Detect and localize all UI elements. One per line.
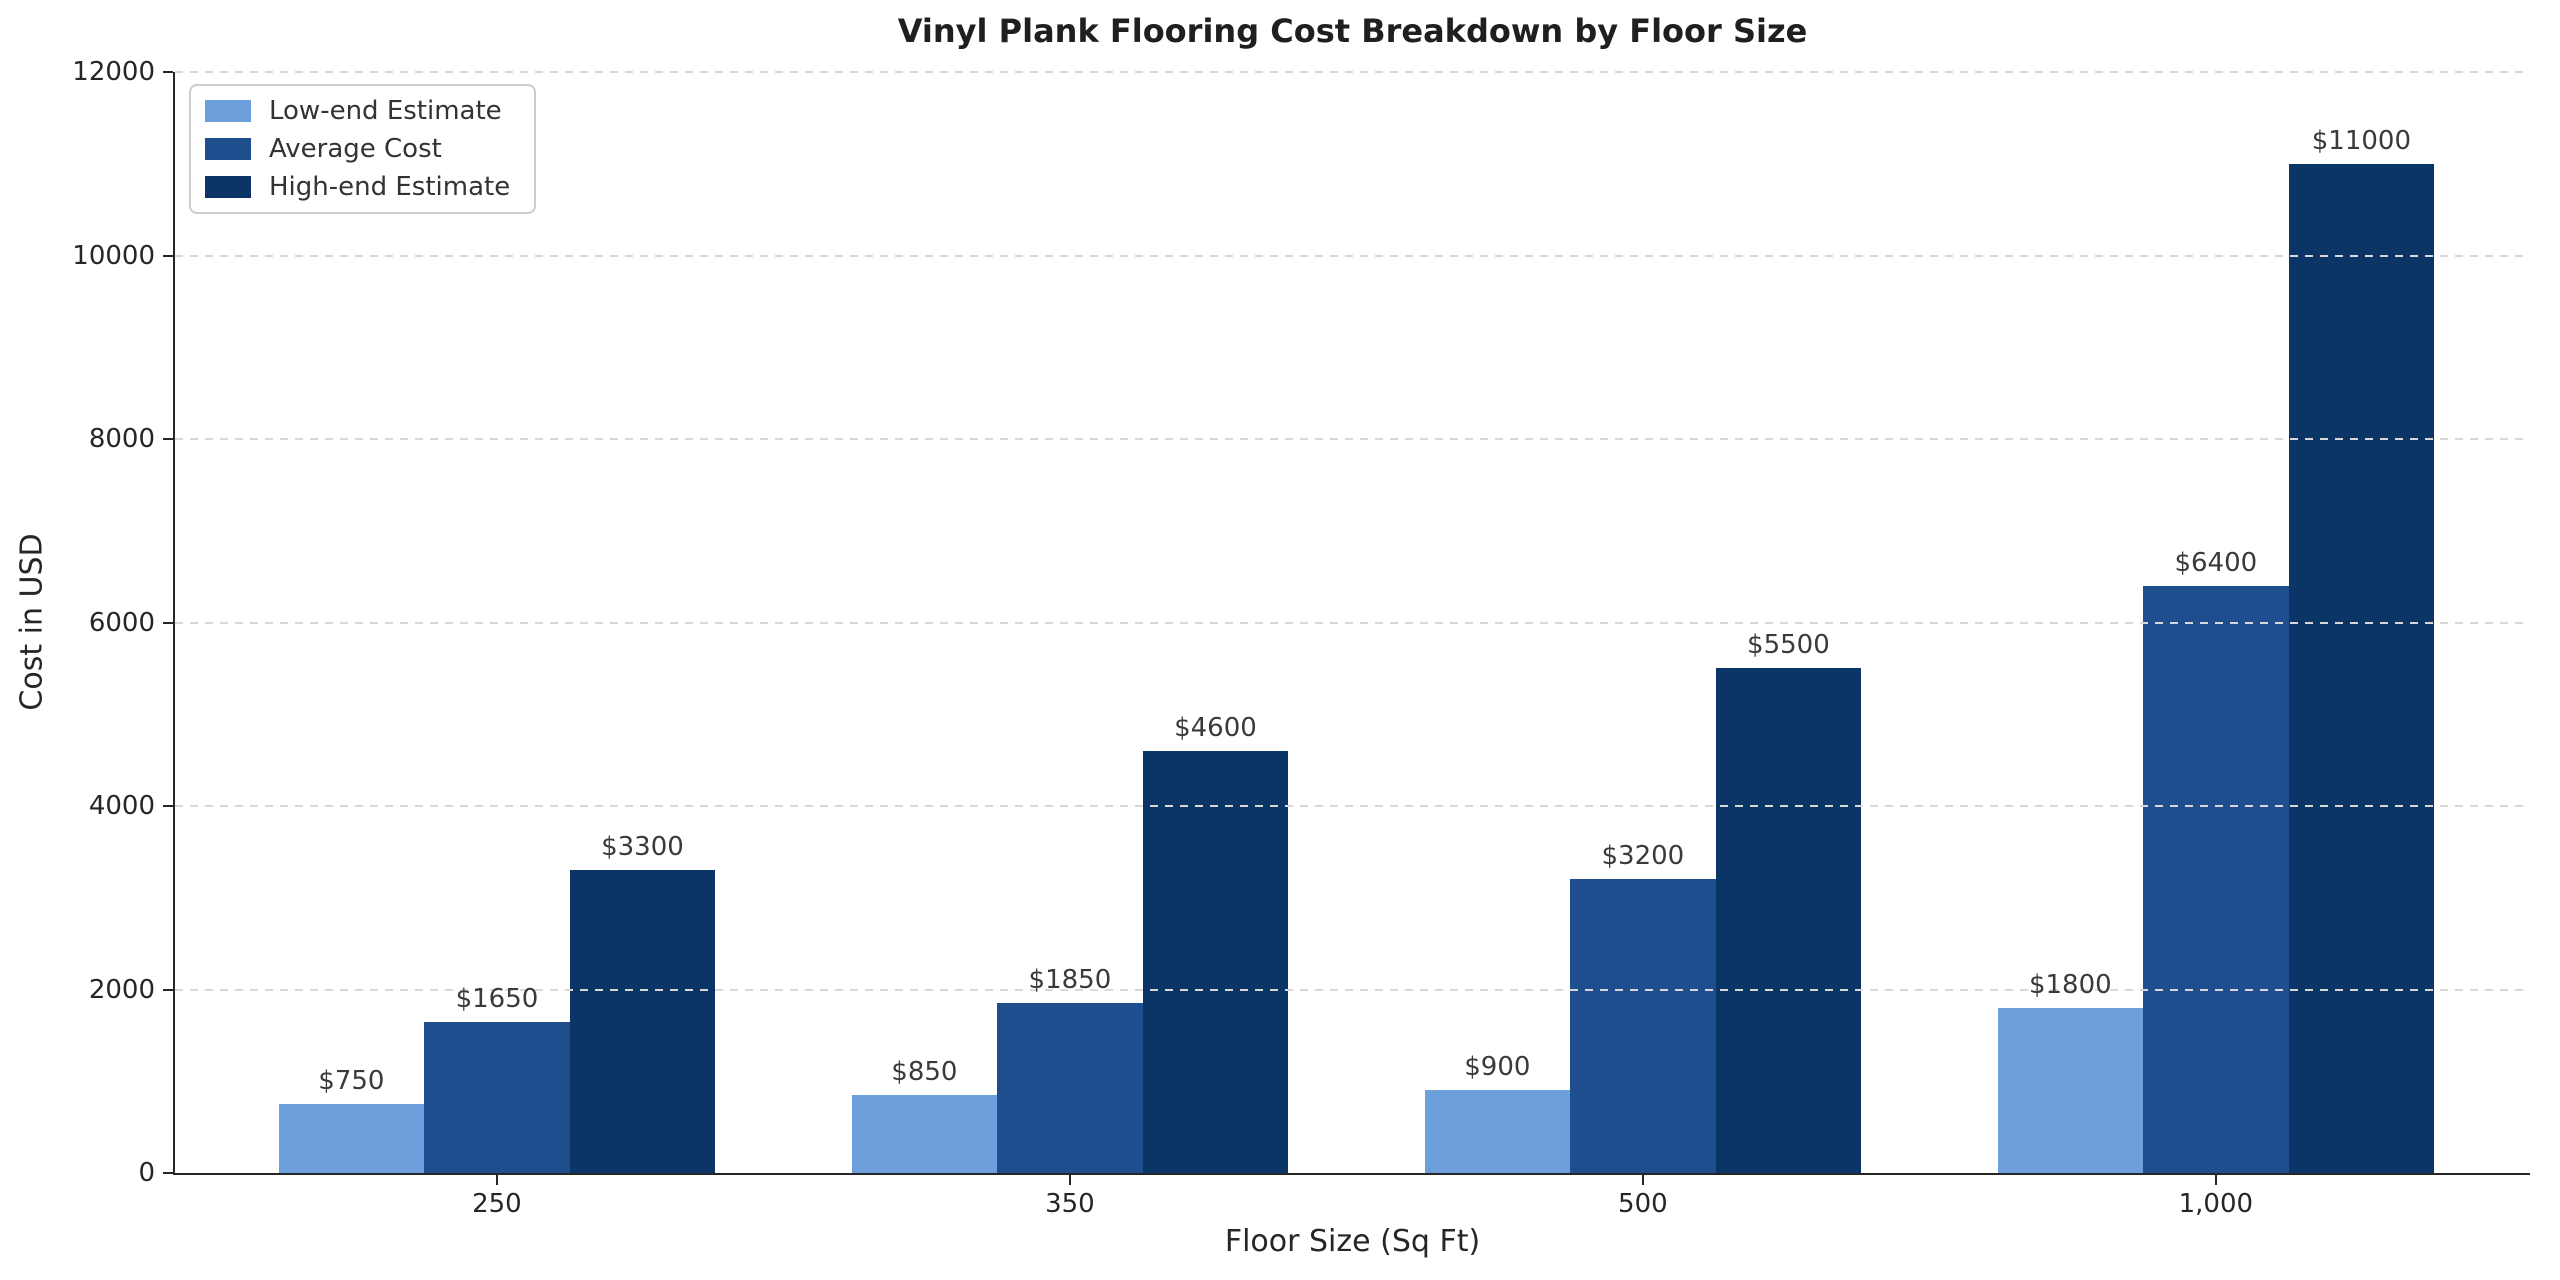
plot-area: 0 2000 4000 6000 8000 10000 12000 $750 $850 $900 $… [72,57,2530,1219]
y-tick-10000 [163,254,173,257]
bar-value-label-high-end-estimate-500: $5500 [1747,630,1830,661]
chart-title: Vinyl Plank Flooring Cost Breakdown by F… [897,12,1808,50]
legend-item-average-cost: Average Cost [205,134,510,164]
x-tick-label-350: 350 [1045,1189,1095,1219]
legend-item-high-end-estimate: High-end Estimate [205,172,510,202]
y-tick-label-4000: 4000 [88,791,155,821]
gridline-2000 [175,988,2530,991]
y-tick-label-0: 0 [138,1158,155,1188]
bar-low-end-estimate-500 [1424,1090,1571,1173]
y-tick-label-12000: 12000 [72,57,155,87]
legend-item-low-end-estimate: Low-end Estimate [205,96,510,126]
y-tick-6000 [163,621,173,624]
x-tick-500 [1641,1175,1644,1185]
legend-label-high-end-estimate: High-end Estimate [269,172,511,202]
bar-value-label-average-cost-250: $1650 [455,983,539,1014]
x-tick-1-000 [2214,1175,2217,1185]
y-tick-4000 [163,805,173,807]
legend-label-low-end-estimate: Low-end Estimate [269,96,502,126]
bar-value-label-low-end-estimate-350: $850 [891,1057,958,1088]
y-tick-12000 [163,71,173,73]
x-tick-250 [495,1175,498,1185]
gridline-4000 [175,805,2530,808]
bar-value-label-high-end-estimate-250: $3300 [601,832,684,863]
bar-high-end-estimate-1-000 [2288,163,2435,1173]
bar-high-end-estimate-350 [1142,750,1289,1173]
gridline-6000 [175,621,2530,624]
legend-swatch-average-cost [205,138,251,160]
bar-average-cost-350 [997,1003,1143,1173]
bar-high-end-estimate-250 [569,870,716,1173]
bar-average-cost-1-000 [2143,585,2289,1173]
bar-low-end-estimate-1-000 [1997,1007,2144,1173]
bar-average-cost-250 [424,1021,570,1173]
bar-value-label-high-end-estimate-350: $4600 [1174,712,1257,743]
y-tick-label-2000: 2000 [88,974,155,1005]
bar-average-cost-500 [1570,879,1716,1173]
gridline-8000 [175,438,2530,441]
bar-value-label-high-end-estimate-1-000: $11000 [2311,125,2412,156]
y-tick-0 [163,1172,173,1174]
legend-swatch-low-end-estimate [205,100,251,122]
y-tick-label-8000: 8000 [88,424,155,454]
x-tick-label-250: 250 [472,1189,522,1219]
x-tick-label-1-000: 1,000 [2178,1189,2254,1219]
bar-value-label-low-end-estimate-500: $900 [1464,1052,1531,1083]
gridline-10000 [175,254,2530,257]
y-tick-2000 [163,988,173,991]
x-axis-label: Floor Size (Sq Ft) [1224,1224,1481,1259]
bar-value-label-low-end-estimate-1-000: $1800 [2028,969,2112,1000]
bar-high-end-estimate-500 [1715,668,1862,1173]
bar-value-label-average-cost-1-000: $6400 [2174,547,2258,578]
gridline-12000 [175,71,2530,73]
x-tick-label-500: 500 [1618,1189,1668,1219]
y-tick-label-6000: 6000 [88,607,155,638]
x-tick-350 [1068,1175,1071,1185]
y-axis-label: Cost in USD [14,533,50,711]
legend-swatch-high-end-estimate [205,176,251,198]
bar-low-end-estimate-250 [278,1104,425,1173]
y-tick-label-10000: 10000 [72,240,155,271]
y-tick-8000 [163,438,173,440]
bar-value-label-average-cost-350: $1850 [1028,965,1112,996]
legend-label-average-cost: Average Cost [269,134,442,164]
legend: Low-end Estimate Average Cost High-end Est… [189,84,537,214]
bar-value-label-low-end-estimate-250: $750 [318,1066,385,1097]
bar-value-label-average-cost-500: $3200 [1601,841,1685,872]
bar-low-end-estimate-350 [851,1095,998,1173]
